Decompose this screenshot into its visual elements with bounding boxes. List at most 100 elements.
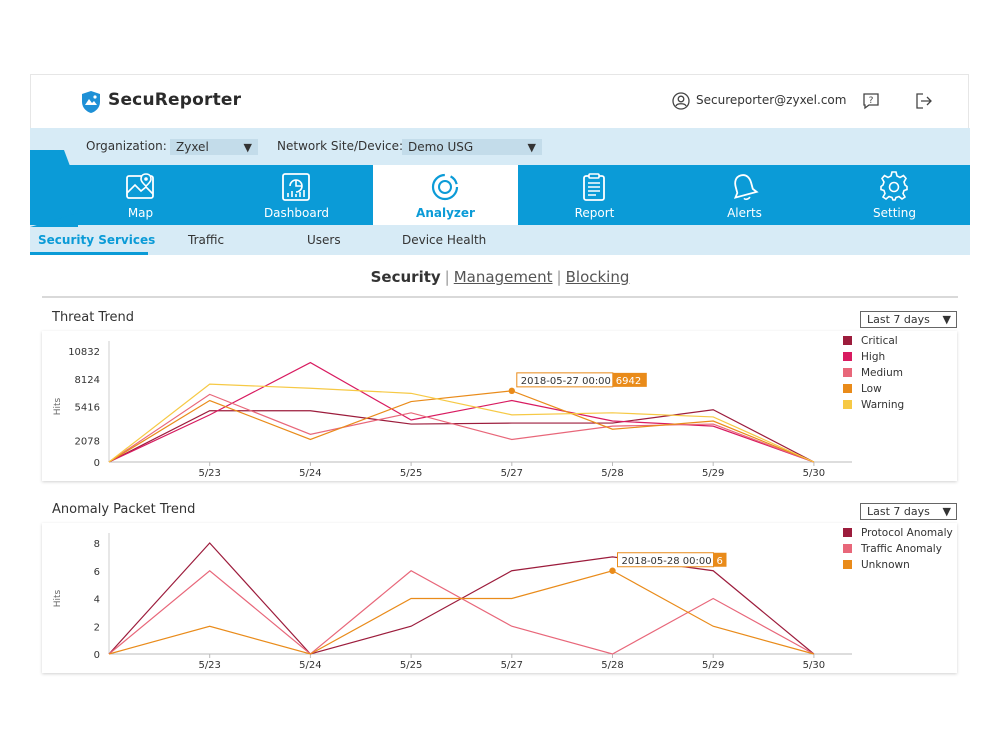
analyzer-icon (431, 173, 459, 201)
y-tick-label: 6 (94, 567, 100, 578)
category-management-link[interactable]: Management (453, 268, 553, 286)
legend-swatch (843, 368, 852, 377)
header-frame (30, 74, 969, 128)
subtab-security-services[interactable]: Security Services (38, 233, 156, 247)
legend-label: Unknown (861, 559, 910, 571)
organization-label: Organization: (86, 139, 167, 153)
series-line-critical (108, 409, 815, 463)
x-tick-label: 5/27 (501, 660, 523, 671)
dropdown-arrow-icon: ▼ (942, 313, 951, 326)
anomaly-range-select[interactable]: Last 7 days ▼ (860, 503, 957, 520)
tooltip-point (609, 567, 616, 574)
y-tick-label: 5416 (75, 403, 100, 414)
nav-item-map[interactable]: Map (68, 165, 213, 225)
dropdown-arrow-icon: ▼ (942, 505, 951, 518)
x-tick-label: 5/29 (702, 468, 724, 479)
threat-trend-panel: 0 2078 5416 8124 10832 Hits 5/23 5/24 5/25 5/27 5/… (42, 331, 957, 481)
threat-trend-title: Threat Trend (52, 310, 135, 325)
legend-label: Warning (861, 399, 904, 411)
series-line-low (108, 390, 815, 463)
nav-label: Alerts (727, 206, 762, 220)
x-tick-label: 5/29 (702, 660, 724, 671)
nav-item-analyzer[interactable]: Analyzer (373, 165, 518, 225)
legend-swatch (843, 400, 852, 409)
subtab-users[interactable]: Users (307, 233, 341, 247)
help-icon[interactable]: ? (862, 92, 880, 110)
map-icon (126, 173, 154, 199)
report-icon (583, 173, 605, 201)
site-label: Network Site/Device: (277, 139, 404, 153)
legend-swatch (843, 560, 852, 569)
nav-corner-decoration (30, 150, 70, 166)
legend-swatch (843, 384, 852, 393)
logout-icon[interactable] (914, 92, 934, 110)
organization-select[interactable]: Zyxel ▼ (170, 139, 258, 155)
legend-label: Traffic Anomaly (860, 543, 942, 555)
section-divider (42, 296, 958, 298)
y-tick-label: 0 (94, 650, 100, 661)
series-line-traffic-anomaly (108, 569, 815, 655)
y-tick-label: 2 (94, 622, 100, 633)
nav-label: Setting (873, 206, 916, 220)
tooltip-date: 2018-05-28 00:00 (622, 556, 712, 567)
tooltip-date: 2018-05-27 00:00 (521, 376, 611, 387)
y-tick-label: 2078 (75, 437, 100, 448)
x-tick-label: 5/27 (501, 468, 523, 479)
securereporter-logo-icon (82, 91, 100, 113)
active-tab-underline (30, 252, 148, 255)
series-line-high (108, 361, 815, 463)
category-security[interactable]: Security (370, 268, 441, 286)
subtab-device-health[interactable]: Device Health (402, 233, 487, 247)
nav-item-alerts[interactable]: Alerts (672, 165, 817, 225)
tooltip-value: 6 (717, 556, 723, 567)
y-axis-label: Hits (53, 397, 63, 415)
x-tick-label: 5/28 (601, 660, 623, 671)
tooltip-point (508, 387, 515, 395)
category-switcher: Security | Management | Blocking (0, 268, 1000, 286)
y-tick-label: 10832 (68, 347, 100, 358)
category-blocking-link[interactable]: Blocking (565, 268, 630, 286)
tooltip-value: 6942 (616, 376, 641, 387)
anomaly-trend-chart: 0 2 4 6 8 Hits 5/23 5/24 5/25 5/27 5/28 5/29 5/30 Pro… (53, 527, 953, 671)
anomaly-range-value: Last 7 days (867, 505, 930, 518)
svg-text:?: ? (869, 96, 874, 106)
subtab-traffic[interactable]: Traffic (188, 233, 225, 247)
nav-label: Map (127, 206, 154, 220)
legend-swatch (843, 544, 852, 553)
site-select[interactable]: Demo USG ▼ (402, 139, 542, 155)
nav-item-setting[interactable]: Setting (822, 165, 967, 225)
x-tick-label: 5/25 (400, 660, 422, 671)
x-tick-label: 5/28 (601, 468, 623, 479)
nav-label: Report (574, 206, 615, 220)
legend-label: Protocol Anomaly (861, 527, 953, 539)
dropdown-arrow-icon: ▼ (243, 141, 252, 154)
y-tick-label: 4 (94, 595, 100, 606)
threat-range-value: Last 7 days (867, 313, 930, 326)
nav-label: Analyzer (416, 206, 475, 220)
series-line-warning (108, 383, 815, 463)
legend-label: High (861, 351, 885, 363)
user-email[interactable]: Secureporter@zyxel.com (696, 93, 847, 107)
x-tick-label: 5/30 (803, 468, 825, 479)
x-tick-label: 5/25 (400, 468, 422, 479)
x-tick-label: 5/23 (198, 468, 220, 479)
threat-range-select[interactable]: Last 7 days ▼ (860, 311, 957, 328)
dashboard-icon (282, 173, 310, 201)
nav-item-dashboard[interactable]: Dashboard (224, 165, 369, 225)
nav-item-report[interactable]: Report (522, 165, 667, 225)
anomaly-trend-panel: 0 2 4 6 8 Hits 5/23 5/24 5/25 5/27 5/28 5/29 5/30 Pro… (42, 523, 957, 673)
anomaly-trend-title: Anomaly Packet Trend (52, 502, 196, 517)
x-tick-label: 5/30 (803, 660, 825, 671)
legend-swatch (843, 336, 852, 345)
app-title: SecuReporter (108, 90, 242, 110)
gear-icon (880, 171, 908, 201)
category-separator: | (444, 268, 450, 286)
user-icon[interactable] (672, 92, 690, 110)
threat-trend-chart: 0 2078 5416 8124 10832 Hits 5/23 5/24 5/25 5/27 5/… (53, 335, 904, 479)
y-tick-label: 8 (94, 539, 100, 550)
y-tick-label: 0 (94, 458, 100, 469)
legend-label: Low (861, 383, 882, 395)
legend-label: Medium (861, 367, 903, 379)
legend-label: Critical (861, 335, 898, 347)
bell-icon (733, 174, 759, 201)
